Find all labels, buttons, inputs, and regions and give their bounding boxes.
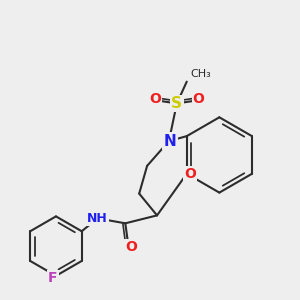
Text: O: O bbox=[184, 167, 196, 181]
Text: S: S bbox=[171, 96, 182, 111]
Text: O: O bbox=[125, 240, 137, 254]
Text: O: O bbox=[193, 92, 205, 106]
Text: NH: NH bbox=[87, 212, 108, 225]
Text: CH₃: CH₃ bbox=[191, 69, 212, 79]
Text: N: N bbox=[164, 134, 176, 148]
Text: O: O bbox=[149, 92, 161, 106]
Text: F: F bbox=[48, 271, 58, 285]
